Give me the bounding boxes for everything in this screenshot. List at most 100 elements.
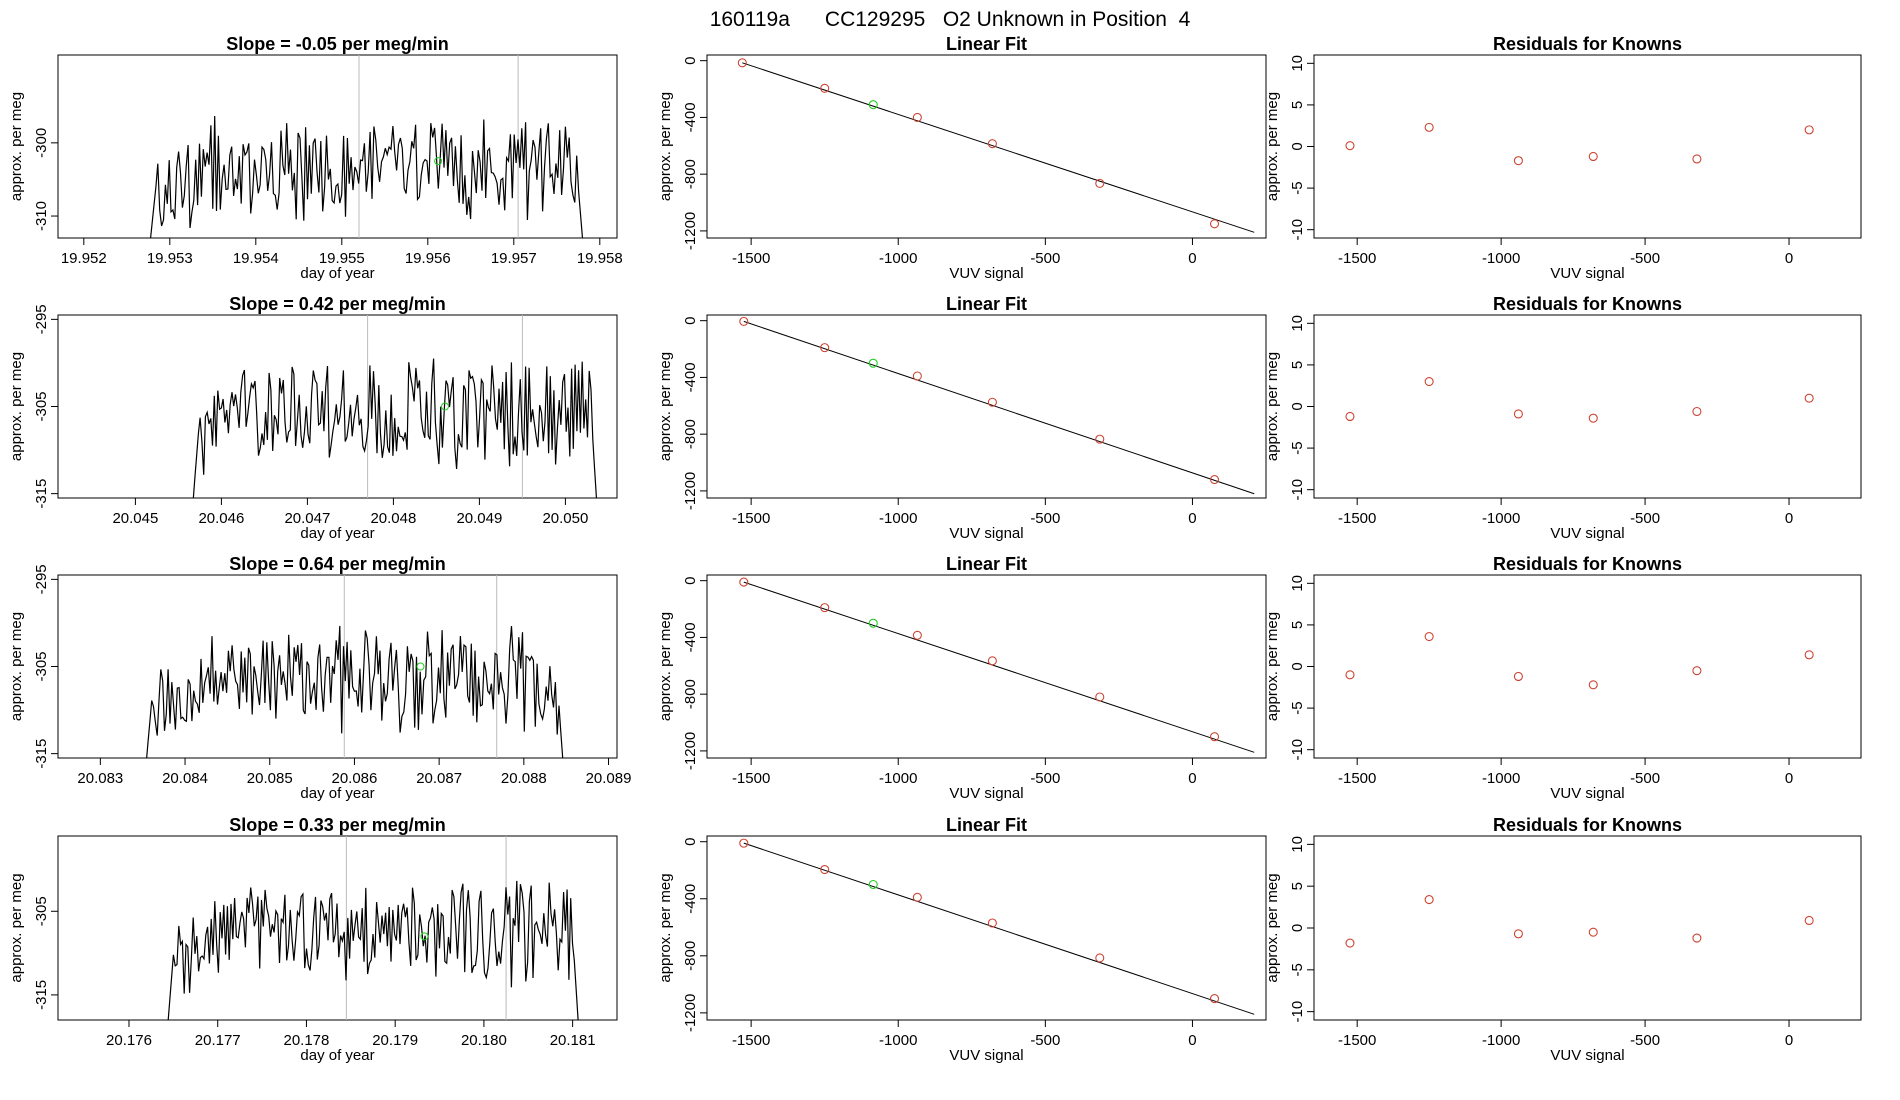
plot-title: Slope = 0.33 per meg/min [229, 815, 446, 835]
plot-title: Linear Fit [946, 815, 1027, 835]
y-axis-label: approx. per meg [1264, 92, 1281, 201]
unknown-sample-point [441, 402, 449, 411]
y-tick-label: -305 [33, 896, 50, 926]
known-standard-point [1209, 732, 1220, 742]
y-axis-label: approx. per meg [657, 612, 674, 721]
plot-frame [1313, 574, 1862, 759]
x-tick-label: 19.952 [61, 250, 107, 267]
y-tick-label: -400 [682, 622, 699, 652]
known-standard-point [1588, 680, 1598, 690]
signal-trace [192, 358, 598, 498]
y-tick-label: -10 [1289, 219, 1306, 241]
plot-title: Residuals for Knowns [1493, 815, 1682, 835]
x-tick-label: 20.179 [372, 1032, 418, 1049]
fit-line [743, 842, 1255, 1015]
y-tick-label: -315 [33, 739, 50, 769]
y-tick-label: -1200 [682, 994, 699, 1032]
x-tick-label: -1500 [1338, 770, 1376, 787]
x-axis-label: VUV signal [949, 525, 1023, 542]
x-tick-label: -500 [1030, 510, 1060, 527]
x-tick-label: -500 [1630, 250, 1660, 267]
known-standard-point [1345, 141, 1355, 151]
x-tick-label: -1500 [1338, 1032, 1376, 1049]
known-standard-point [820, 83, 830, 93]
x-tick-label: -1000 [879, 510, 917, 527]
x-tick-label: 0 [1188, 510, 1196, 527]
y-axis-label: approx. per meg [1264, 352, 1281, 461]
y-tick-label: 0 [1289, 402, 1306, 410]
x-tick-label: 20.178 [283, 1032, 329, 1049]
y-tick-label: -800 [682, 941, 699, 971]
y-tick-label: 0 [682, 838, 699, 846]
y-tick-label: 10 [1289, 315, 1306, 332]
x-axis-label: VUV signal [1550, 265, 1624, 282]
known-standard-point [1804, 915, 1814, 926]
known-standard-point [1095, 692, 1105, 702]
y-tick-label: -800 [682, 679, 699, 709]
plot-title: Slope = 0.42 per meg/min [229, 294, 446, 314]
plot-frame [1313, 314, 1862, 499]
y-tick-label: 0 [1289, 662, 1306, 670]
known-standard-point [1424, 122, 1434, 132]
known-standard-point [1095, 953, 1105, 963]
y-tick-label: 5 [1289, 101, 1306, 109]
x-tick-label: -1000 [879, 250, 917, 267]
page-title: 160119a CC129295 O2 Unknown in Position … [710, 8, 1191, 31]
known-standard-point [987, 397, 997, 407]
x-tick-label: -1500 [732, 1032, 770, 1049]
x-tick-label: 20.085 [247, 770, 293, 787]
known-standard-point [987, 139, 997, 149]
known-standard-point [1209, 475, 1220, 485]
plot-title: Slope = 0.64 per meg/min [229, 554, 446, 574]
known-standard-point [820, 603, 830, 613]
known-standard-point [1424, 632, 1434, 642]
x-tick-label: 0 [1785, 250, 1793, 267]
y-tick-label: 0 [682, 317, 699, 325]
known-standard-point [1513, 156, 1523, 166]
x-tick-label: -500 [1630, 510, 1660, 527]
known-standard-point [1804, 650, 1814, 660]
x-axis-label: day of year [300, 1047, 374, 1064]
y-tick-label: 5 [1289, 361, 1306, 369]
known-standard-point [739, 577, 749, 587]
y-tick-label: -1200 [682, 472, 699, 510]
x-tick-label: -1000 [879, 1032, 917, 1049]
plot-title: Linear Fit [946, 294, 1027, 314]
y-tick-label: 10 [1289, 575, 1306, 592]
x-tick-label: 20.049 [456, 510, 502, 527]
known-standard-point [1424, 895, 1434, 905]
known-standard-point [1095, 178, 1105, 188]
known-standard-point [1513, 929, 1523, 939]
x-tick-label: -1500 [732, 770, 770, 787]
x-tick-label: 0 [1188, 1032, 1196, 1049]
x-tick-label: -1500 [732, 510, 770, 527]
x-tick-label: -500 [1030, 1032, 1060, 1049]
y-tick-label: -10 [1289, 479, 1306, 501]
plot-frame [706, 574, 1267, 759]
unknown-sample-point [868, 879, 878, 890]
unknown-sample-point [434, 157, 443, 166]
x-tick-label: 20.050 [542, 510, 588, 527]
known-standard-point [1095, 434, 1105, 444]
x-tick-label: 20.045 [112, 510, 158, 527]
y-tick-label: 0 [1289, 142, 1306, 150]
x-tick-label: 20.088 [501, 770, 547, 787]
y-tick-label: -5 [1289, 701, 1306, 714]
x-tick-label: 20.087 [416, 770, 462, 787]
y-axis-label: approx. per meg [8, 873, 25, 982]
y-axis-label: approx. per meg [657, 873, 674, 982]
known-standard-point [1804, 125, 1814, 135]
y-tick-label: 10 [1289, 55, 1306, 72]
known-standard-point [1692, 154, 1702, 164]
known-standard-point [912, 112, 922, 122]
x-tick-label: -500 [1030, 770, 1060, 787]
known-standard-point [1588, 927, 1598, 937]
fit-line [742, 62, 1255, 233]
x-tick-label: -1000 [1482, 770, 1520, 787]
known-standard-point [739, 316, 749, 326]
y-tick-label: 0 [682, 577, 699, 585]
fit-line [743, 320, 1255, 495]
x-tick-label: 19.954 [233, 250, 279, 267]
plot-frame [706, 314, 1267, 499]
